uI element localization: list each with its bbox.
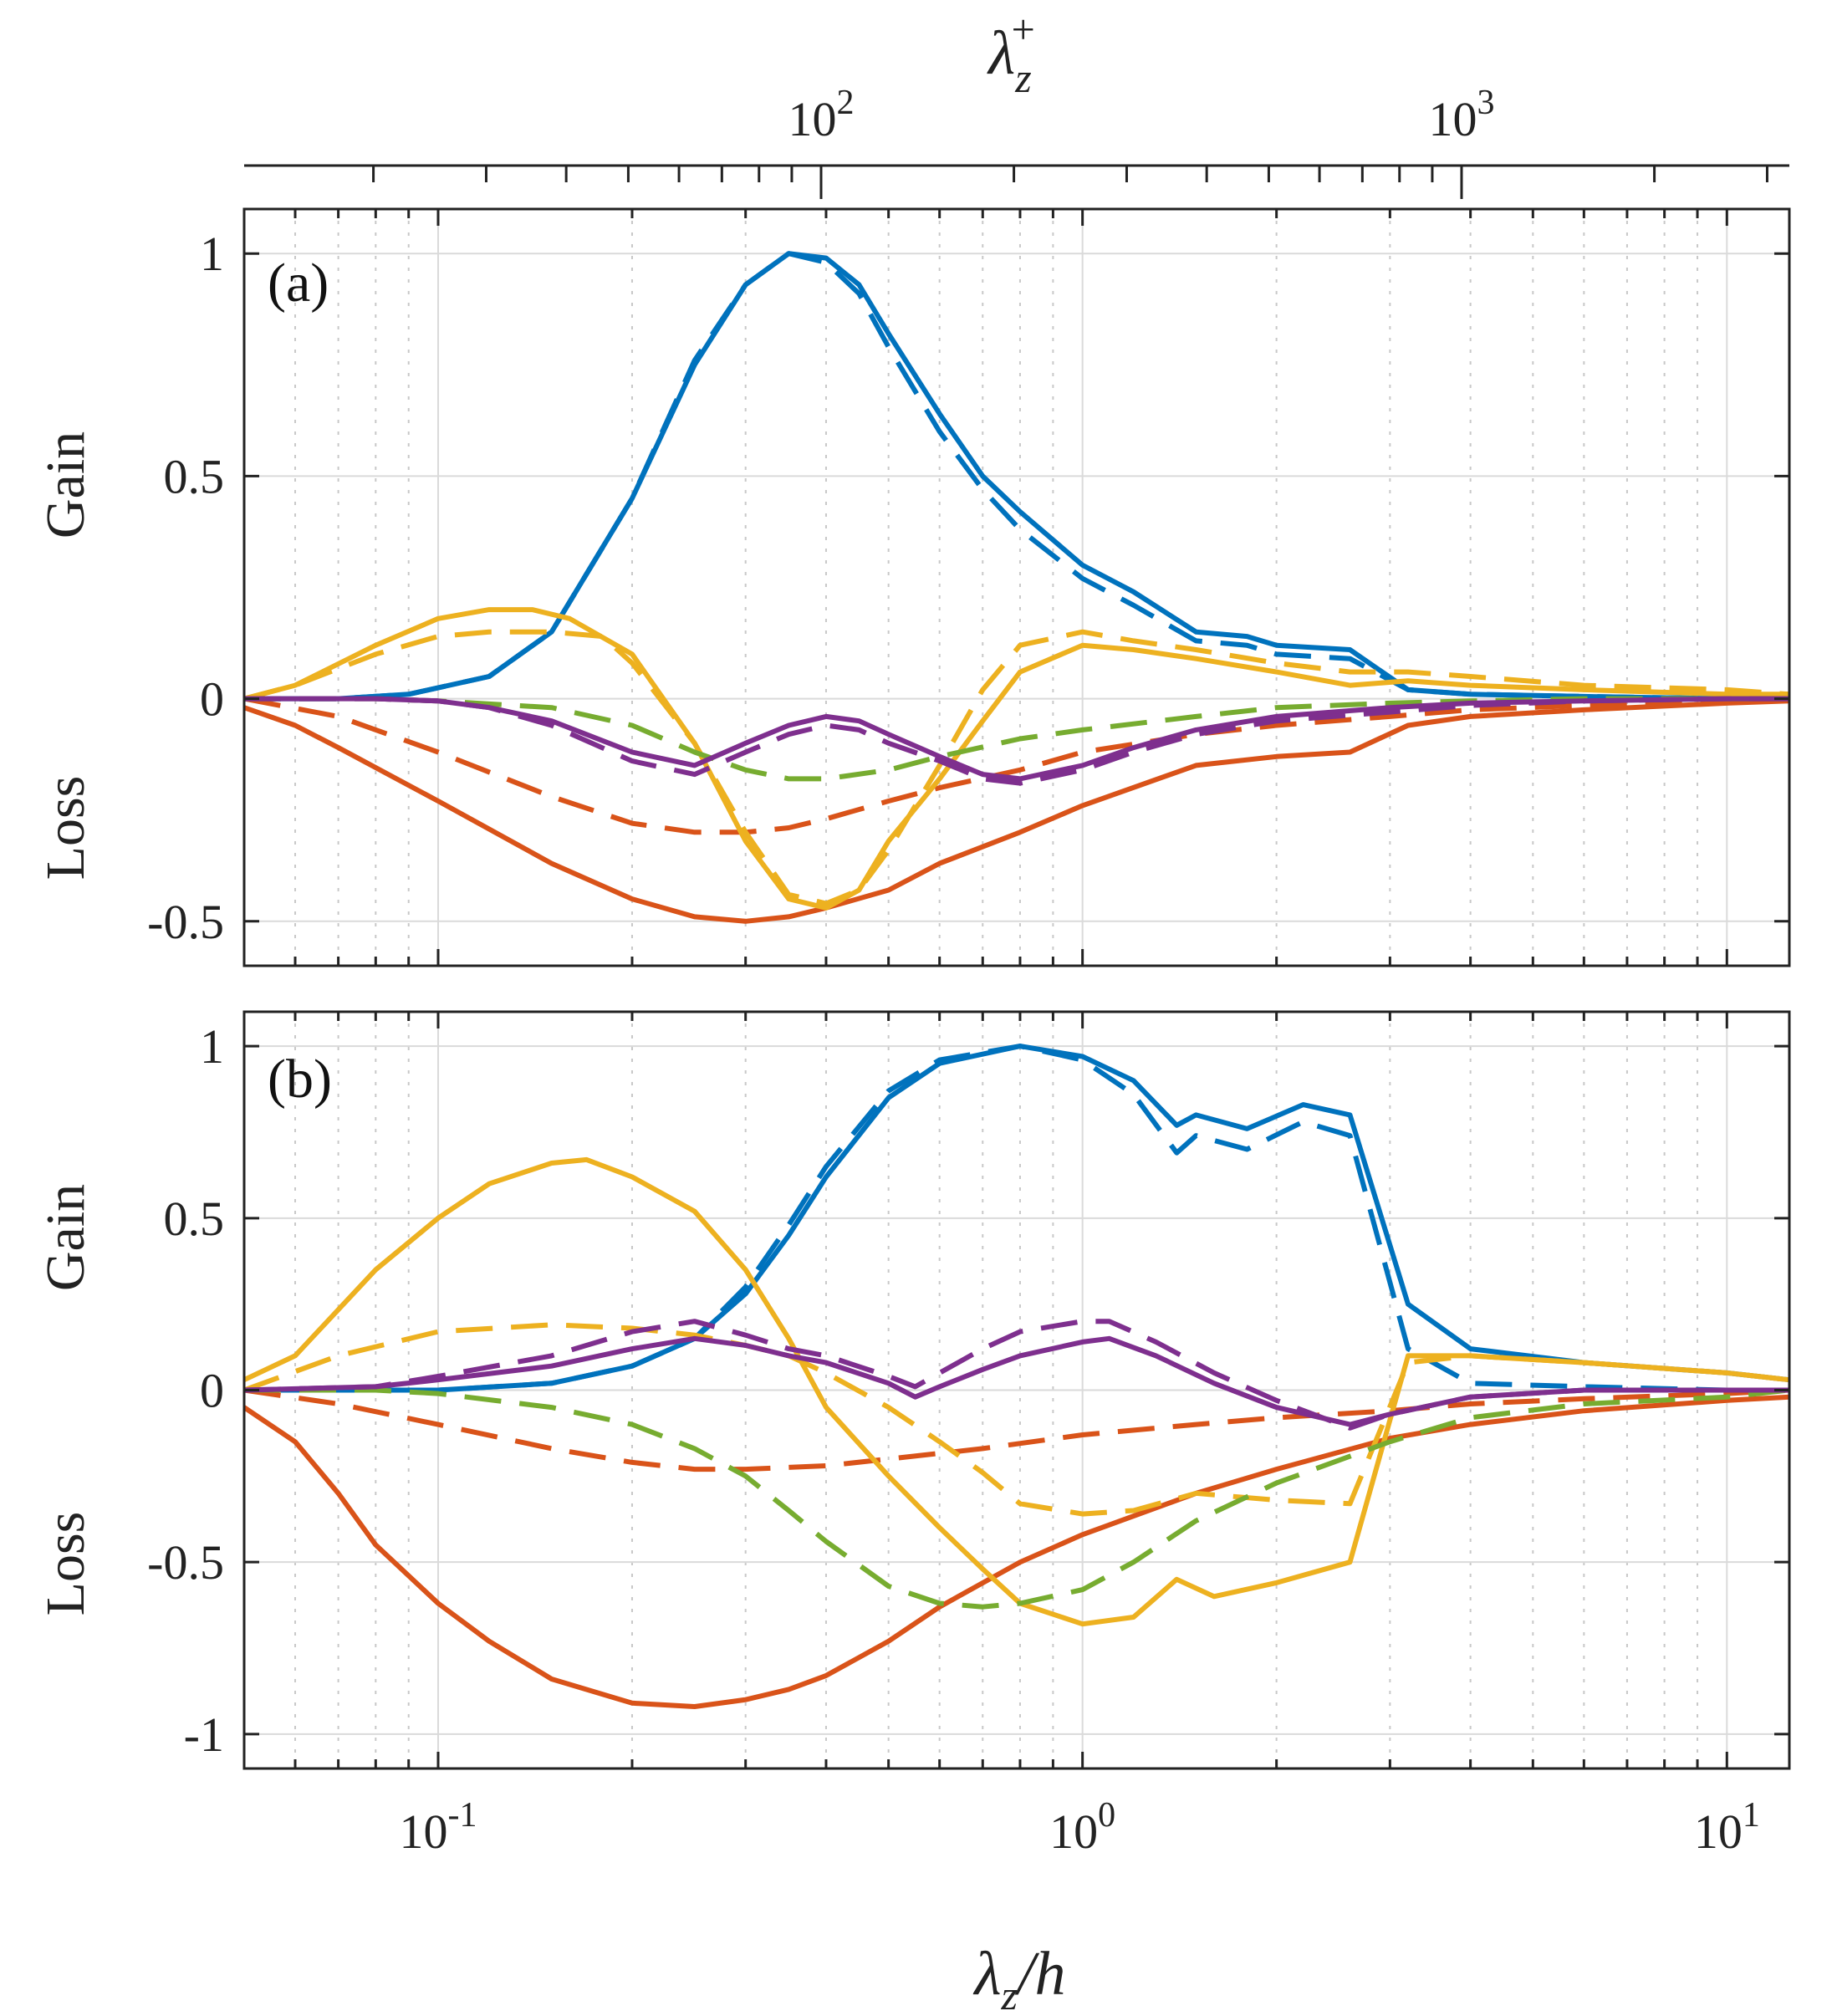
panel-a-series — [243, 251, 1790, 924]
panel-a-axes-box — [242, 207, 1791, 967]
panel-a-red-solid-line — [243, 698, 1790, 924]
top-axis-tick-label: 103 — [1429, 84, 1495, 146]
panel-a-yellow-dashed-line — [243, 629, 1790, 906]
panel-b-gain-label: Gain — [35, 1184, 96, 1291]
panel-a: -0.5 0 0.5 1 (a) Gain Loss — [35, 207, 1791, 967]
panel-a-ytick-label: 0.5 — [164, 449, 225, 503]
panel-a-ytick-label: 1 — [200, 227, 224, 281]
panel-b-purple-solid-line — [243, 1335, 1789, 1427]
panel-b-yellow-dashed-line — [242, 1322, 1790, 1517]
bottom-xtick-label: 101 — [1694, 1796, 1760, 1859]
top-axis-tick-label: 102 — [788, 84, 855, 146]
panel-b-loss-label: Loss — [35, 1512, 96, 1616]
panel-b-ytick-label: 0.5 — [164, 1192, 225, 1246]
panel-b-green-dashed-line — [244, 1387, 1790, 1610]
bottom-axis-title: λz/h — [972, 1940, 1065, 2016]
panel-b-purple-dashed-line — [243, 1319, 1789, 1431]
bottom-xtick-label: 100 — [1049, 1796, 1115, 1859]
panel-a-ytick-label: -0.5 — [147, 895, 224, 949]
panel-b-blue-dashed-line — [244, 1044, 1789, 1393]
panel-b-ytick-label: 0 — [200, 1364, 224, 1418]
panel-a-axes: -0.5 0 0.5 1 — [147, 207, 1791, 967]
panel-b-series — [242, 1044, 1790, 1709]
panel-a-blue-dashed-line — [244, 251, 1789, 702]
panel-a-green-dashed-line — [244, 696, 1789, 782]
panel-b-axes: -1 -0.5 0 0.5 1 10-1 100 101 — [147, 1010, 1791, 1859]
panel-a-purple-solid-line — [244, 696, 1789, 782]
panel-b-red-dashed-line — [243, 1387, 1790, 1472]
panel-b-yellow-solid-line — [242, 1156, 1790, 1627]
panel-b-ytick-label: -0.5 — [147, 1535, 224, 1590]
panel-a-loss-label: Loss — [35, 776, 96, 880]
panel-a-gain-label: Gain — [35, 431, 96, 538]
top-axis: 102 103 — [244, 84, 1789, 199]
panel-b-ytick-label: -1 — [184, 1707, 224, 1762]
panel-a-purple-dashed-line — [244, 696, 1789, 786]
panel-a-yellow-solid-line — [243, 607, 1789, 911]
bottom-xtick-label: 10-1 — [399, 1796, 477, 1859]
panel-b-red-solid-line — [242, 1394, 1790, 1709]
top-axis-title: λz+ — [987, 6, 1035, 101]
panel-a-label: (a) — [268, 253, 329, 314]
panel-b: -1 -0.5 0 0.5 1 10-1 100 101 (b) Gain Loss — [35, 1010, 1791, 1859]
panel-a-red-dashed-line — [243, 696, 1790, 835]
panel-a-ytick-label: 0 — [200, 672, 224, 727]
panel-b-label: (b) — [268, 1049, 332, 1110]
panel-b-ytick-label: 1 — [200, 1019, 224, 1074]
